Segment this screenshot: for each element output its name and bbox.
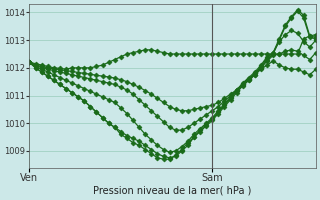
X-axis label: Pression niveau de la mer( hPa ): Pression niveau de la mer( hPa )	[93, 186, 252, 196]
